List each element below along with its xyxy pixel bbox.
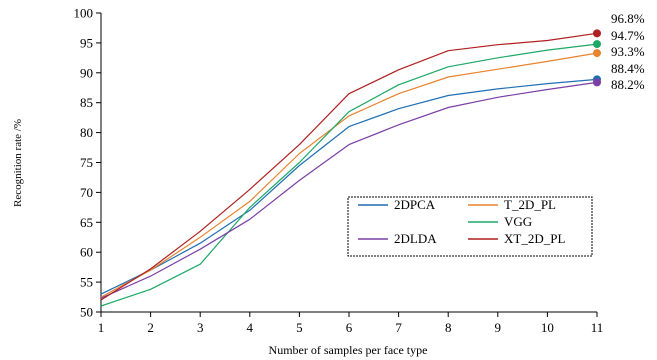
- series-line-2dlda: [100, 81, 598, 299]
- legend-box: [347, 196, 593, 257]
- x-tick-label: 6: [346, 320, 353, 335]
- series-line-t-2d-pl: [100, 52, 598, 298]
- y-tick-label: 55: [80, 275, 93, 290]
- legend-label: VGG: [504, 214, 532, 229]
- end-value-label: 88.2%: [611, 77, 645, 92]
- y-tick-label: 65: [80, 215, 93, 230]
- x-tick-label: 1: [98, 320, 105, 335]
- y-tick-label: 80: [80, 125, 93, 140]
- y-tick-label: 95: [80, 35, 93, 50]
- x-tick-label: 2: [147, 320, 154, 335]
- series-line-2dpca: [100, 78, 598, 295]
- series-line-xt-2d-pl: [100, 32, 598, 301]
- x-tick-label: 5: [296, 320, 303, 335]
- y-tick-label: 70: [80, 185, 93, 200]
- legend-label: 2DPCA: [394, 197, 436, 212]
- series-lines: [100, 32, 598, 307]
- end-value-label: 93.3%: [611, 44, 645, 59]
- x-tick-label: 10: [541, 320, 554, 335]
- end-marker-2dlda: [593, 78, 601, 87]
- y-tick-label: 75: [80, 155, 93, 170]
- y-tick-label: 50: [80, 305, 93, 320]
- x-tick-label: 7: [395, 320, 402, 335]
- x-tick-label: 9: [495, 320, 502, 335]
- end-markers: [593, 29, 601, 87]
- legend-label: XT_2D_PL: [504, 231, 565, 246]
- x-axis-label: Number of samples per face type: [269, 343, 428, 357]
- end-marker-xt-2d-pl: [593, 29, 601, 38]
- x-tick-label: 3: [197, 320, 204, 335]
- x-tick-label: 11: [591, 320, 604, 335]
- axes: 50 55 60 65 70 75 80 85 90 95 100 1 2 3 4 5 6 7 8 9 10 11: [74, 6, 604, 336]
- x-tick-label: 4: [247, 320, 254, 335]
- y-tick-label: 100: [74, 6, 94, 21]
- end-marker-vgg: [593, 40, 601, 49]
- end-value-label: 96.8%: [611, 11, 645, 26]
- y-tick-label: 90: [80, 65, 93, 80]
- legend-label: T_2D_PL: [504, 197, 556, 212]
- y-tick-label: 85: [80, 95, 93, 110]
- legend: 2DPCA T_2D_PL VGG 2DLDA XT_2D_PL: [347, 196, 593, 257]
- y-tick-label: 60: [80, 245, 93, 260]
- end-value-label: 94.7%: [611, 28, 645, 43]
- end-value-label: 88.4%: [611, 61, 645, 76]
- series-line-vgg: [100, 43, 598, 307]
- end-marker-t-2d-pl: [593, 49, 601, 58]
- legend-label: 2DLDA: [394, 231, 437, 246]
- y-axis-label: Recognition rate /%: [12, 119, 24, 207]
- end-labels: 96.8% 94.7%93.3% 88.4%88.2%: [611, 11, 645, 92]
- x-tick-label: 8: [445, 320, 452, 335]
